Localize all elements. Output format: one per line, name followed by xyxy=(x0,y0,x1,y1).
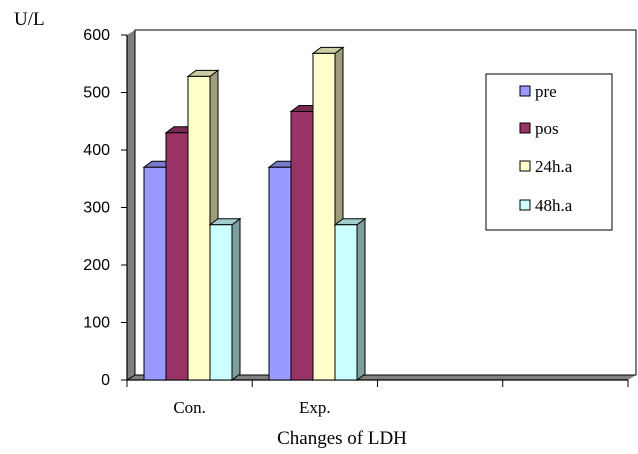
bar-front-face xyxy=(334,224,358,381)
y-tick-label: 100 xyxy=(83,315,110,332)
legend-item: 24h.a xyxy=(519,157,573,176)
legend-label: pos xyxy=(535,119,559,138)
bar-front-face xyxy=(187,75,211,381)
bar-side-face xyxy=(356,217,366,381)
bar-front-face xyxy=(165,132,189,381)
bar-front-face xyxy=(143,166,167,381)
bar-front-face xyxy=(290,110,314,381)
x-axis-ticks xyxy=(126,380,629,387)
y-tick-label: 300 xyxy=(83,200,110,217)
bar-side-face xyxy=(231,217,241,381)
legend-box xyxy=(485,73,613,231)
legend-item: pos xyxy=(519,119,559,138)
legend: pre pos 24h.a 48h.a xyxy=(485,73,613,231)
category-labels: Con. Exp. xyxy=(173,398,330,417)
legend-label: pre xyxy=(535,82,557,101)
category-label: Exp. xyxy=(299,398,331,417)
x-axis-title: Changes of LDH xyxy=(277,428,407,449)
plot-floor xyxy=(127,375,636,380)
bar-exp-48ha xyxy=(333,217,367,381)
y-tick-label: 0 xyxy=(101,372,110,389)
bar-con-48ha xyxy=(208,217,242,381)
legend-item: 48h.a xyxy=(519,196,573,215)
y-tick-label: 500 xyxy=(83,85,110,102)
y-axis-ticks: 0 100 200 300 400 500 600 xyxy=(83,27,127,389)
y-tick-label: 200 xyxy=(83,257,110,274)
y-axis-title: U/L xyxy=(14,9,45,30)
bar-front-face xyxy=(268,166,292,381)
legend-label: 24h.a xyxy=(535,157,573,176)
y-tick-label: 400 xyxy=(83,142,110,159)
y-tick-label: 600 xyxy=(83,27,110,44)
bar-front-face xyxy=(312,52,336,381)
legend-swatch xyxy=(519,122,531,134)
floor-front-edge xyxy=(126,374,136,381)
legend-swatch xyxy=(519,85,531,97)
plot-wall-side xyxy=(127,30,135,380)
legend-item: pre xyxy=(519,82,557,101)
legend-swatch xyxy=(519,160,531,172)
legend-swatch xyxy=(519,199,531,211)
bars xyxy=(142,46,367,381)
legend-label: 48h.a xyxy=(535,196,573,215)
category-label: Con. xyxy=(173,398,206,417)
bar-front-face xyxy=(209,224,233,381)
